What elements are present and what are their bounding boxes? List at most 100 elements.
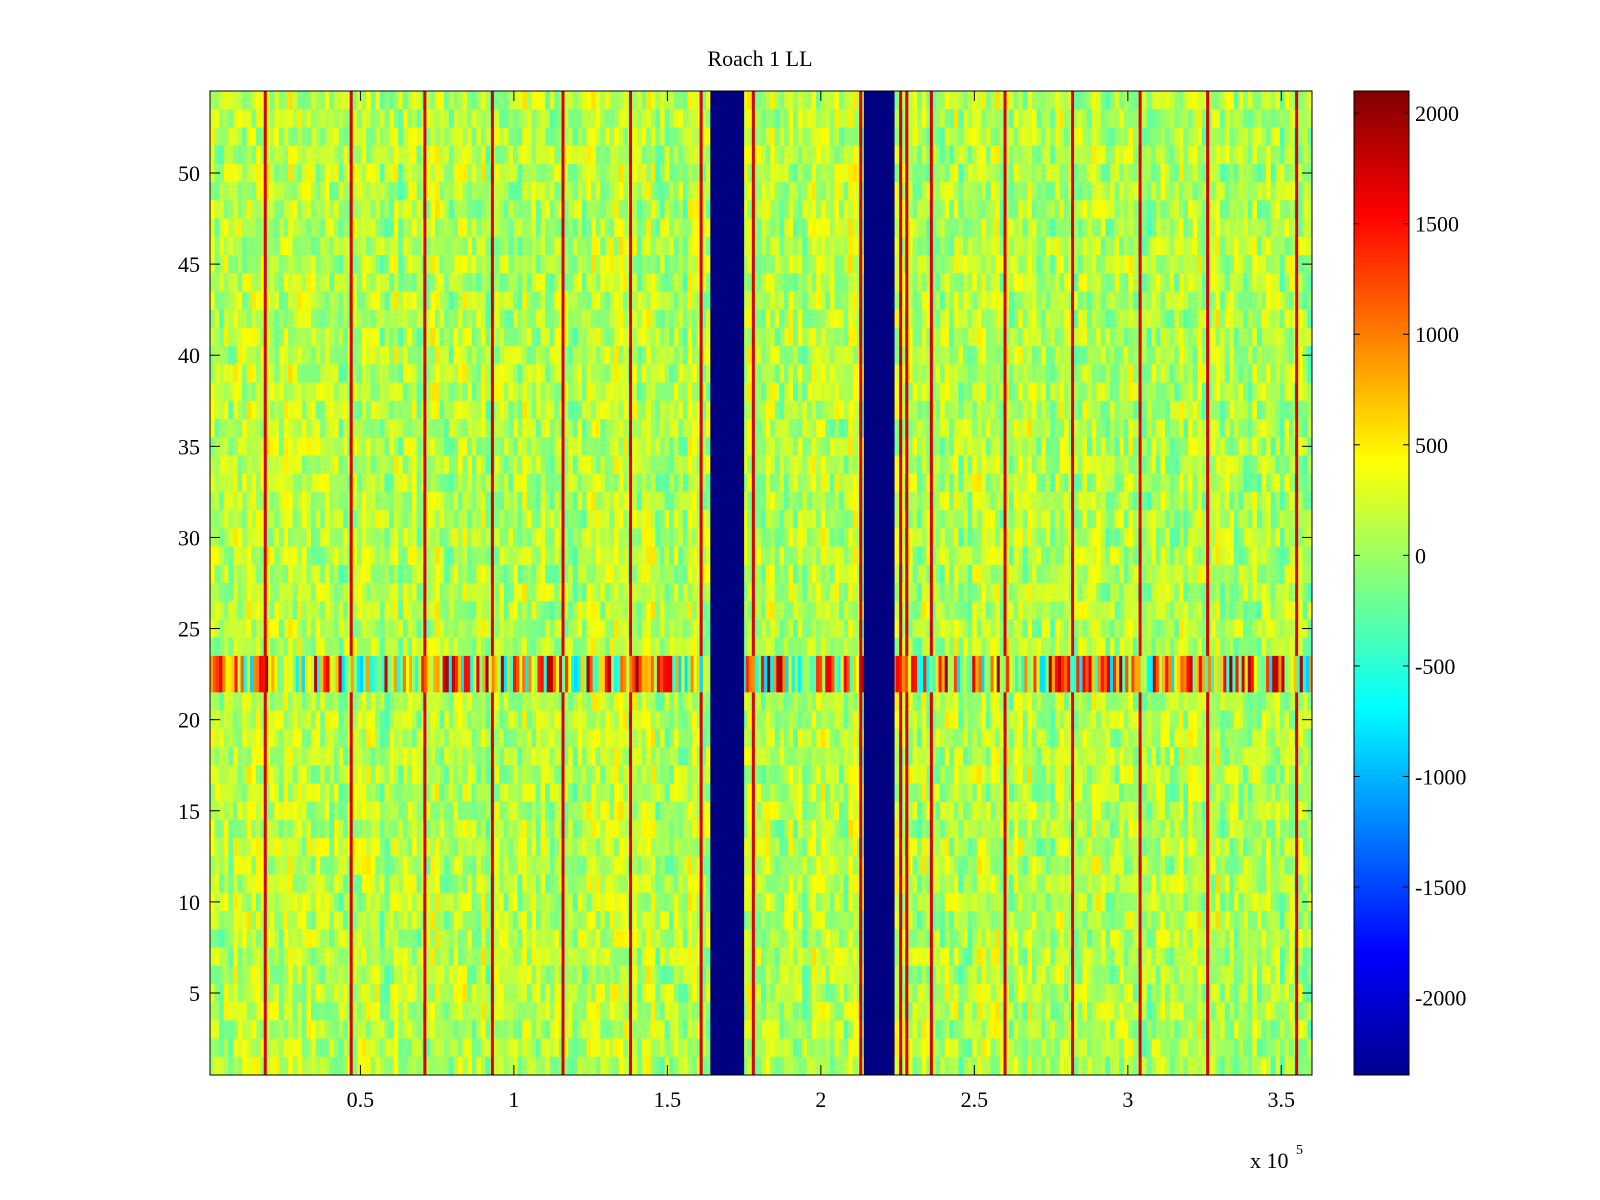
heatmap-cell: [306, 491, 312, 511]
heatmap-cell: [311, 892, 317, 912]
heatmap-cell: [361, 983, 367, 1003]
heatmap-cell: [536, 291, 542, 311]
heatmap-cell: [375, 564, 381, 584]
heatmap-cell: [389, 747, 395, 766]
heatmap-cell: [311, 838, 317, 857]
heatmap-cell: [246, 1056, 252, 1075]
heatmap-cell: [237, 528, 243, 548]
heatmap-cell: [444, 1038, 450, 1058]
heatmap-cell: [439, 491, 445, 511]
heatmap-cell: [407, 1038, 413, 1058]
heatmap-cell: [297, 801, 303, 821]
heatmap-cell: [609, 838, 615, 857]
heatmap-cell: [614, 619, 620, 639]
heatmap-cell: [430, 400, 436, 420]
heatmap-cell: [242, 510, 248, 529]
heatmap-cell: [513, 309, 519, 329]
heatmap-cell: [526, 346, 533, 365]
heatmap-cell: [480, 382, 487, 402]
heatmap-cell: [531, 291, 537, 311]
heatmap-cell: [343, 510, 349, 529]
heatmap-cell: [434, 127, 441, 147]
heatmap-cell: [384, 1038, 390, 1058]
heatmap-cell: [255, 473, 262, 493]
heatmap-cell: [623, 710, 629, 730]
heatmap-cell: [315, 473, 321, 493]
heatmap-cell: [591, 273, 597, 293]
heatmap-cell: [265, 838, 271, 857]
heatmap-cell: [536, 327, 542, 347]
heatmap-cell: [288, 455, 294, 475]
heatmap-cell: [444, 692, 450, 712]
heatmap-cell: [407, 528, 413, 548]
heatmap-cell: [595, 1056, 601, 1075]
heatmap-cell: [536, 637, 542, 657]
heatmap-cell: [425, 510, 431, 529]
heatmap-cell: [297, 564, 303, 584]
heatmap-cell: [269, 765, 275, 785]
heatmap-cell: [232, 236, 239, 256]
heatmap-cell: [278, 983, 285, 1003]
heatmap-cell: [237, 327, 243, 347]
heatmap-cell: [568, 364, 574, 384]
heatmap-cell: [457, 91, 464, 110]
heatmap-cell: [402, 437, 409, 457]
heatmap-cell: [274, 346, 280, 365]
heatmap-cell: [430, 892, 436, 912]
heatmap-cell: [329, 892, 335, 912]
heatmap-cell: [526, 1020, 533, 1040]
heatmap-cell: [242, 838, 248, 857]
heatmap-cell: [219, 364, 225, 384]
heatmap-cell: [581, 273, 588, 293]
heatmap-cell: [398, 601, 404, 621]
heatmap-cell: [375, 127, 381, 147]
heatmap-cell: [568, 619, 574, 639]
heatmap-cell: [223, 109, 229, 129]
heatmap-cell: [311, 236, 317, 256]
heatmap-cell: [402, 929, 409, 949]
heatmap-cell: [526, 801, 533, 821]
heatmap-cell: [503, 765, 510, 785]
heatmap-cell: [508, 546, 514, 566]
heatmap-cell: [595, 983, 601, 1003]
heatmap-cell: [219, 819, 225, 839]
heatmap-cell: [219, 200, 225, 220]
heatmap-cell: [467, 856, 473, 876]
heatmap-cell: [577, 1056, 583, 1075]
heatmap-cell: [315, 583, 321, 602]
heatmap-cell: [393, 255, 399, 274]
heatmap-cell: [471, 1020, 477, 1040]
heatmap-cell: [480, 564, 487, 584]
heatmap-cell: [265, 710, 271, 730]
heatmap-cell: [467, 419, 473, 438]
heatmap-cell: [297, 1002, 303, 1021]
heatmap-cell: [416, 838, 422, 857]
heatmap-cell: [260, 710, 266, 730]
heatmap-cell: [384, 856, 390, 876]
heatmap-cell: [356, 437, 363, 457]
heatmap-cell: [545, 710, 551, 730]
heatmap-cell: [600, 564, 606, 584]
heatmap-cell: [549, 273, 555, 293]
heatmap-cell: [288, 874, 294, 894]
heatmap-cell: [232, 510, 239, 529]
heatmap-cell: [283, 327, 289, 347]
heatmap-cell: [402, 1002, 409, 1021]
heatmap-cell: [246, 783, 252, 803]
heatmap-cell: [536, 728, 542, 748]
heatmap-cell: [540, 473, 546, 493]
heatmap-cell: [513, 546, 519, 566]
heatmap-cell: [416, 163, 422, 183]
heatmap-cell: [604, 601, 611, 621]
heatmap-cell: [503, 309, 510, 329]
heatmap-cell: [581, 182, 588, 201]
heatmap-cell: [485, 564, 491, 584]
heatmap-cell: [591, 856, 597, 876]
heatmap-cell: [554, 200, 560, 220]
heatmap-cell: [274, 1020, 280, 1040]
heatmap-cell: [513, 911, 519, 930]
heatmap-cell: [269, 127, 275, 147]
heatmap-cell: [242, 91, 248, 110]
heatmap-cell: [595, 163, 601, 183]
heatmap-cell: [320, 364, 326, 384]
